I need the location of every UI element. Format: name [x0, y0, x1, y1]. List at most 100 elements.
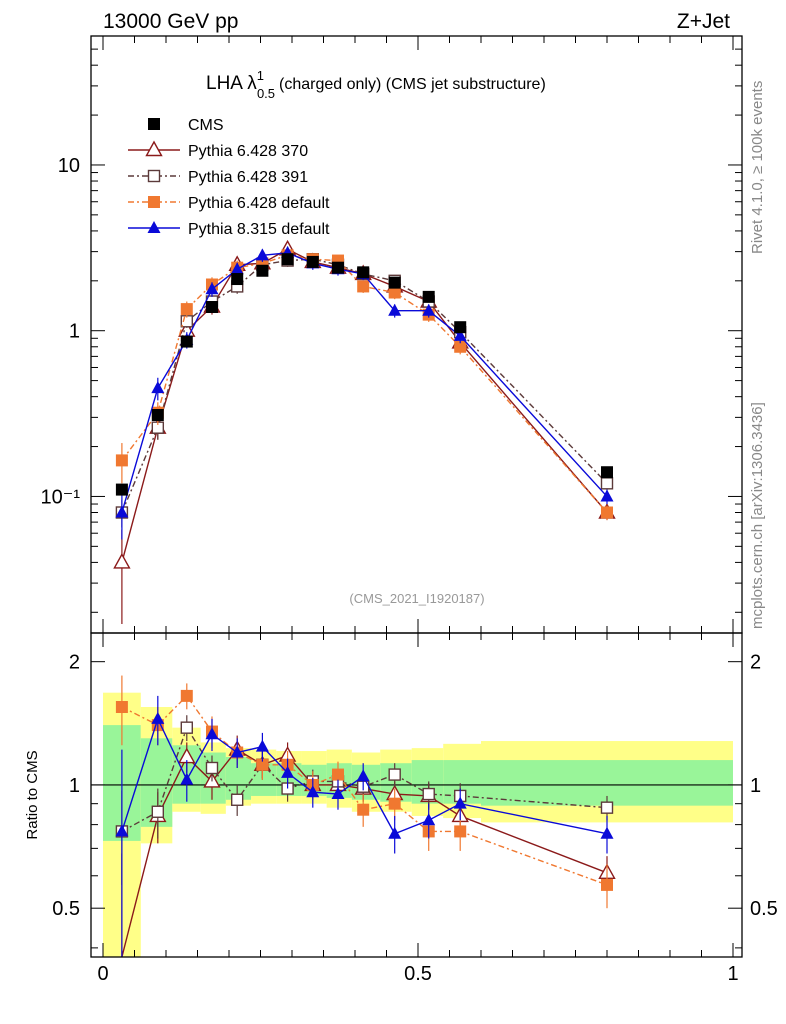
- legend-marker: [145, 140, 163, 157]
- ratio-y-axis-label: Ratio to CMS: [24, 750, 41, 839]
- ratio-point: [205, 727, 219, 740]
- ratio-line: [121, 716, 608, 835]
- legend-label: Pythia 6.428 370: [188, 143, 308, 160]
- ratio-point: [388, 768, 401, 781]
- x-tick-labels: 0 0.5 1: [97, 963, 738, 985]
- ratio-y-tick-label-right: 2: [750, 652, 761, 674]
- data-point: [231, 273, 244, 286]
- series-point: [113, 552, 131, 569]
- y-tick-label: 10⁻¹: [41, 486, 81, 508]
- data-point: [357, 266, 370, 279]
- ratio-point: [151, 805, 165, 818]
- ratio-y-tick-label: 1: [69, 775, 80, 797]
- legend-label: Pythia 8.315 default: [188, 221, 330, 238]
- ratio-point: [331, 787, 345, 800]
- series-point: [115, 505, 129, 518]
- data-point: [151, 409, 164, 422]
- main-series: [113, 239, 616, 624]
- series-point: [151, 381, 165, 394]
- data-point: [331, 261, 344, 274]
- series-line: [121, 254, 608, 513]
- legend-marker: [148, 118, 160, 130]
- process-label: Z+Jet: [677, 10, 730, 33]
- data-point: [454, 321, 467, 334]
- ratio-point: [388, 826, 402, 839]
- ratio-panel: 0.5 0.51 12 2 Ratio to CMS 0 0.5 1: [24, 632, 778, 985]
- ratio-series: [115, 675, 616, 958]
- ratio-point: [356, 769, 370, 782]
- legend-marker: [147, 169, 161, 183]
- series-line: [121, 258, 608, 513]
- legend-marker: [147, 221, 161, 233]
- ratio-point: [205, 761, 219, 775]
- data-point: [281, 253, 294, 266]
- series-point: [230, 262, 244, 275]
- ratio-y-tick-label: 0.5: [52, 898, 80, 920]
- legend: CMS Pythia 6.428 370 Pythia 6.428 391 Pythi…: [128, 117, 330, 238]
- ratio-point: [180, 689, 193, 702]
- ratio-plot-frame: [90, 632, 743, 958]
- series-point: [115, 454, 128, 467]
- ratio-point: [388, 797, 401, 810]
- ratio-point: [230, 793, 244, 806]
- ratio-point: [331, 768, 344, 781]
- series-point: [388, 303, 402, 316]
- legend-marker: [148, 196, 160, 208]
- x-tick-label: 0: [97, 963, 108, 985]
- series-point: [600, 477, 614, 490]
- data-point: [205, 301, 218, 314]
- x-tick-label: 1: [727, 963, 738, 985]
- ratio-point: [180, 772, 194, 785]
- ratio-y-tick-labels: 0.5 0.5 1 1 2 2: [52, 652, 778, 921]
- energy-label: 13000 GeV pp: [103, 10, 238, 33]
- series-point: [454, 340, 467, 353]
- series-line: [121, 248, 608, 563]
- stat-uncertainty-band: [225, 757, 252, 800]
- series-point: [600, 489, 614, 502]
- series-point: [357, 280, 370, 293]
- data-point: [180, 335, 193, 348]
- y-tick-label: 10: [58, 155, 80, 177]
- ratio-point: [255, 739, 269, 752]
- analysis-tag: (CMS_2021_I1920187): [349, 591, 484, 606]
- ratio-y-tick-label-right: 1: [750, 775, 761, 797]
- series-point: [205, 282, 219, 295]
- data-point: [306, 255, 319, 268]
- ratio-ticks: [91, 633, 742, 957]
- data-point: [388, 276, 401, 289]
- ratio-point: [600, 826, 614, 839]
- ratio-point: [180, 721, 193, 734]
- x-tick-label: 0.5: [404, 963, 432, 985]
- ratio-point: [422, 813, 436, 826]
- ratio-point: [115, 824, 129, 837]
- ratio-point: [151, 711, 165, 724]
- ratio-point: [306, 785, 320, 798]
- series-point: [601, 506, 613, 519]
- data-point: [115, 483, 128, 496]
- main-panel: 10⁻¹ 1 10 LHA λ1 0.5(charged only) (CMS jet…: [41, 35, 743, 634]
- series-point: [255, 248, 269, 261]
- main-ticks: [91, 35, 742, 633]
- series-line: [121, 252, 608, 513]
- ratio-point: [230, 745, 244, 758]
- legend-label: CMS: [188, 117, 224, 134]
- ratio-point: [115, 701, 128, 714]
- data-point: [422, 290, 435, 303]
- ratio-point: [601, 878, 613, 891]
- chart-title: LHA λ1 0.5(charged only) (CMS jet substru…: [206, 68, 546, 101]
- ratio-y-tick-label: 2: [69, 652, 80, 674]
- ratio-point: [422, 787, 435, 801]
- data-point: [601, 466, 613, 479]
- ratio-y-tick-label-right: 0.5: [750, 898, 778, 920]
- ratio-point: [357, 803, 370, 816]
- series-point: [388, 286, 401, 299]
- legend-label: Pythia 6.428 391: [188, 169, 308, 186]
- legend-label: Pythia 6.428 default: [188, 195, 330, 212]
- ratio-point: [453, 796, 467, 809]
- source-label: mcplots.cern.ch [arXiv:1306.3436]: [749, 402, 766, 629]
- main-y-tick-labels: 10⁻¹ 1 10: [41, 155, 81, 508]
- ratio-point: [256, 758, 269, 771]
- rivet-version-label: Rivet 4.1.0, ≥ 100k events: [749, 81, 766, 254]
- series-point: [180, 303, 193, 316]
